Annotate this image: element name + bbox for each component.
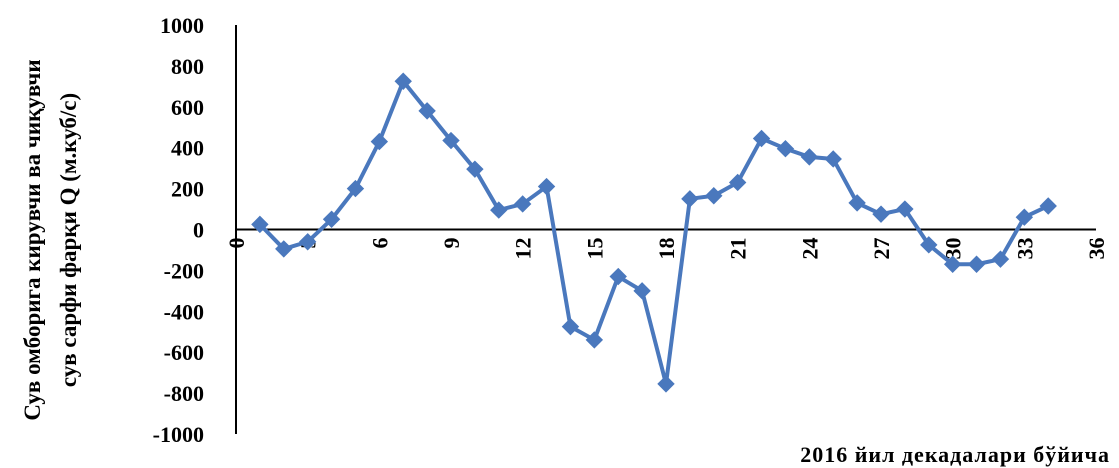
x-tick-label: 18 [654,238,679,260]
data-point-marker [394,72,412,90]
data-point-marker [872,205,890,223]
data-point-marker [609,267,627,286]
data-point-marker [824,150,842,168]
data-point-marker [490,201,508,219]
y-axis-label-line: Сув омборига кирувчи ва чиқувчи [20,59,45,420]
y-tick-label: 600 [171,95,204,120]
data-point-marker [967,255,986,273]
y-tick-label: -600 [164,340,204,365]
data-point-marker [442,131,460,150]
data-point-marker [920,236,938,254]
y-tick-label: -800 [164,381,204,406]
data-point-marker [896,200,914,218]
data-point-marker [251,215,269,234]
x-axis-label: 2016 йил декадалари бўйича [800,442,1110,467]
x-tick-label: 12 [511,238,536,260]
data-point-marker [561,317,580,336]
data-point-marker [776,140,795,158]
axes [235,25,1096,434]
y-tick-label: 800 [171,54,204,79]
data-point-marker [513,195,532,213]
y-tick-label: 200 [171,177,204,202]
data-point-marker [346,179,365,198]
data-point-marker [537,177,556,196]
y-tick-label: -400 [164,299,204,324]
y-tick-label: 1000 [160,13,204,38]
data-point-marker [991,250,1010,268]
data-point-marker [681,190,699,208]
data-point-marker [275,240,293,258]
data-point-marker [633,282,651,300]
data-point-marker [728,173,747,192]
y-axis-label-line: сув сарфи фарқи Q (м.куб/с) [56,93,81,387]
data-point-marker [1039,197,1057,215]
data-point-marker [322,210,341,228]
data-point-marker [657,375,675,393]
x-tick-label: 27 [869,238,894,260]
series-polyline [258,79,1050,386]
data-point-marker [298,233,317,251]
data-point-marker [585,331,604,349]
data-point-marker [418,102,436,120]
x-tick-label: 33 [1012,238,1037,260]
data-point-marker [370,132,389,151]
y-tick-label: 400 [171,136,204,161]
x-tick-label: 9 [439,238,464,249]
x-tick-label: 21 [726,238,751,260]
data-point-marker [466,160,484,178]
y-tick-labels: 1000 800 600 400 200 0 -200 -400 -600 -800 -1000 [153,13,204,447]
y-tick-label: 0 [193,218,204,243]
x-tick-label: 15 [582,238,607,260]
x-tick-label: 30 [941,238,966,260]
y-tick-label: -200 [164,258,204,283]
y-axis-label: Сув омборига кирувчи ва чиқувчи сув сарфи… [20,59,81,420]
data-point-marker [705,187,723,205]
y-tick-label: -1000 [153,422,204,447]
data-point-marker [752,129,771,148]
data-point-marker [800,148,819,166]
series-markers [251,72,1057,393]
x-tick-label: 24 [797,238,822,260]
data-point-marker [848,194,866,212]
series-line [258,79,1050,386]
x-tick-label: 36 [1084,238,1109,260]
x-tick-label: 0 [224,238,249,249]
x-tick-label: 6 [367,238,392,249]
x-tick-labels: 0369121518212427303336 [224,238,1109,260]
data-point-marker [943,255,962,273]
data-point-marker [1015,208,1034,226]
